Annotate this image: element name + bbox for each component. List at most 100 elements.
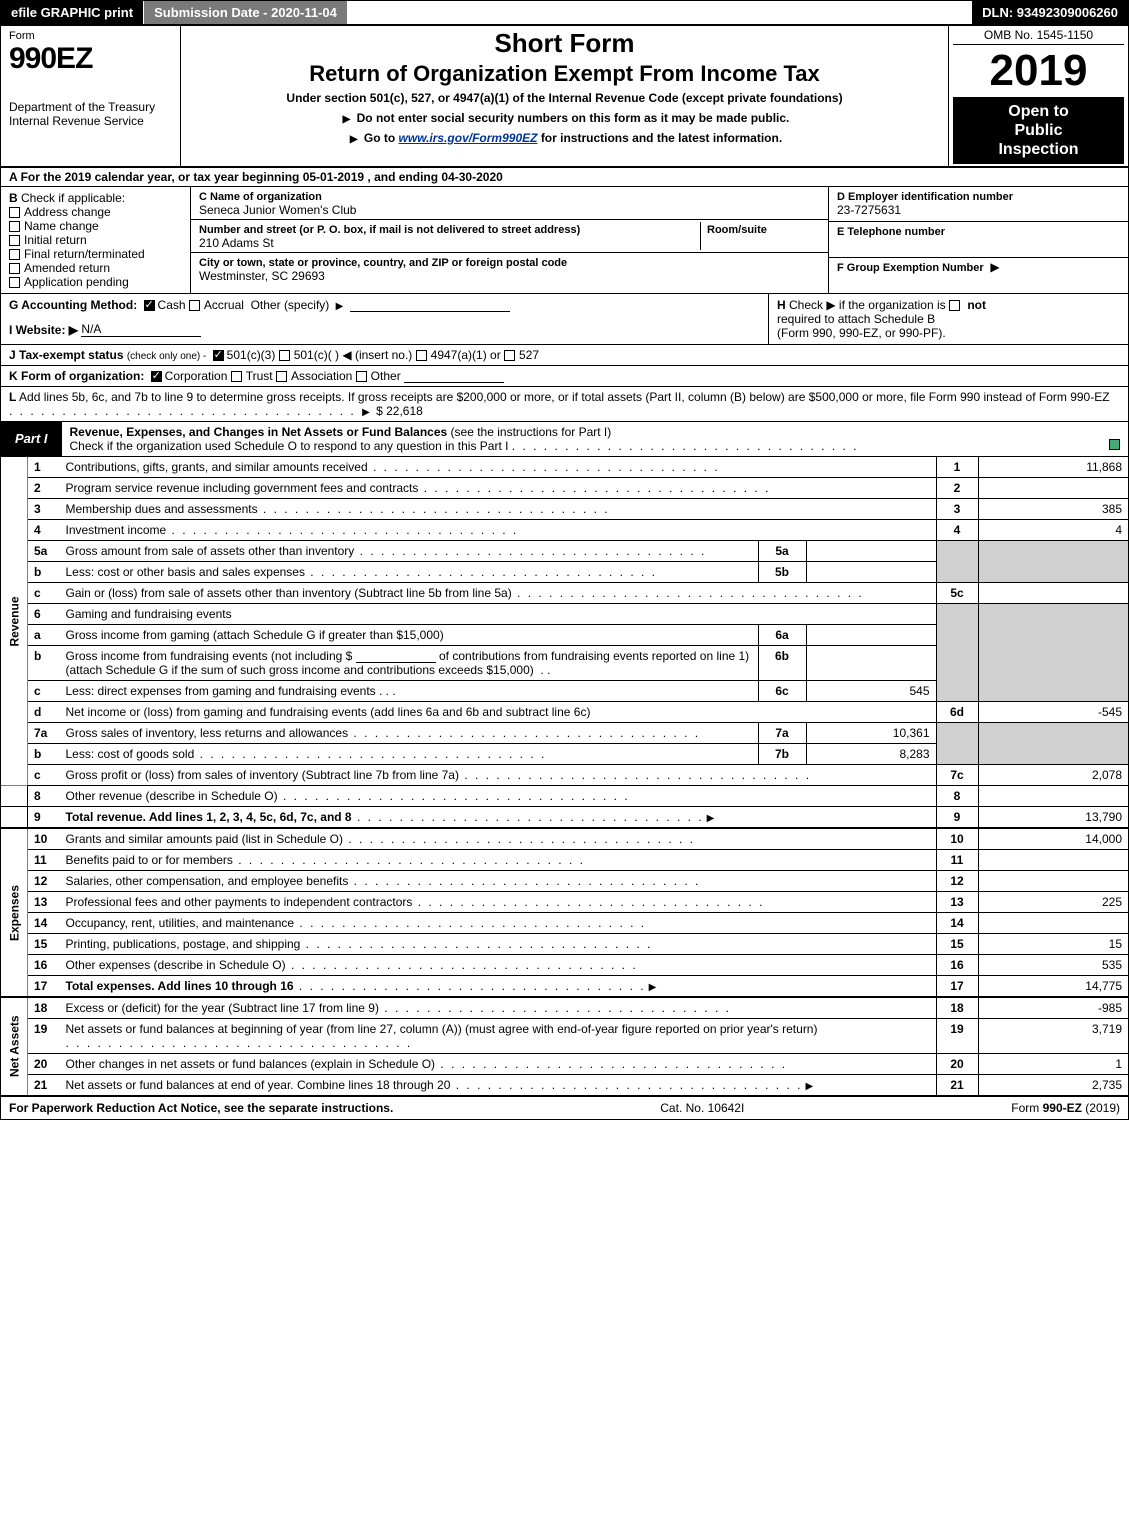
l5c-desc: Gain or (loss) from sale of assets other… — [66, 586, 512, 600]
top-bar: efile GRAPHIC print Submission Date - 20… — [1, 1, 1128, 26]
c-cap-name: C Name of organization — [199, 191, 322, 203]
section-b: B Check if applicable: Address change Na… — [1, 187, 191, 293]
l16-col: 16 — [936, 954, 978, 975]
irs-link[interactable]: www.irs.gov/Form990EZ — [399, 131, 538, 145]
l9-desc: Total revenue. Add lines 1, 2, 3, 4, 5c,… — [66, 810, 352, 824]
l6a-num: a — [28, 624, 60, 645]
checkbox-accrual[interactable] — [189, 300, 200, 311]
l3-num: 3 — [28, 498, 60, 519]
l7c-desc: Gross profit or (loss) from sales of inv… — [66, 768, 459, 782]
tax-year: 2019 — [953, 45, 1124, 98]
l1-num: 1 — [28, 457, 60, 478]
note-goto: Go to www.irs.gov/Form990EZ for instruct… — [187, 131, 942, 145]
l8-num: 8 — [28, 785, 60, 806]
l7b-sv: 8,283 — [806, 743, 936, 764]
l14-val — [978, 912, 1128, 933]
f-arrow: ▶ — [990, 260, 999, 274]
l6c-sb: 6c — [758, 680, 806, 701]
l3-val: 385 — [978, 498, 1128, 519]
l17-col: 17 — [936, 975, 978, 997]
checkbox-initial-return[interactable] — [9, 235, 20, 246]
g-other-input[interactable] — [350, 311, 510, 312]
l4-col: 4 — [936, 519, 978, 540]
l14-col: 14 — [936, 912, 978, 933]
l6b-num: b — [28, 645, 60, 680]
l6a-sb: 6a — [758, 624, 806, 645]
j-o4: 527 — [519, 348, 539, 362]
checkbox-4947[interactable] — [416, 350, 427, 361]
checkbox-corporation[interactable] — [151, 371, 162, 382]
section-g: G Accounting Method: Cash Accrual Other … — [1, 294, 768, 344]
checkbox-cash[interactable] — [144, 300, 155, 311]
submission-date-label: Submission Date - 2020-11-04 — [144, 1, 347, 24]
checkbox-name-change[interactable] — [9, 221, 20, 232]
l19-val: 3,719 — [978, 1018, 1128, 1053]
checkbox-501c[interactable] — [279, 350, 290, 361]
l11-val — [978, 849, 1128, 870]
l20-desc: Other changes in net assets or fund bala… — [66, 1057, 436, 1071]
l16-val: 535 — [978, 954, 1128, 975]
l6d-col: 6d — [936, 701, 978, 722]
l5a-num: 5a — [28, 540, 60, 561]
period-text: For the 2019 calendar year, or tax year … — [21, 170, 503, 184]
section-def: D Employer identification number 23-7275… — [828, 187, 1128, 293]
checkbox-address-change[interactable] — [9, 207, 20, 218]
l15-val: 15 — [978, 933, 1128, 954]
l21-num: 21 — [28, 1074, 60, 1096]
gray-cell — [978, 540, 1128, 582]
l19-num: 19 — [28, 1018, 60, 1053]
j-ins: ◀ (insert no.) — [342, 348, 412, 362]
d-cap: D Employer identification number — [837, 191, 1013, 203]
h-not: not — [967, 298, 986, 312]
open-to-public: Open to Public Inspection — [953, 98, 1124, 164]
b-opt-0: Address change — [24, 205, 111, 219]
checkbox-final-return[interactable] — [9, 249, 20, 260]
checkbox-trust[interactable] — [231, 371, 242, 382]
l18-col: 18 — [936, 997, 978, 1019]
form-word: Form — [9, 30, 172, 42]
j-label: J Tax-exempt status — [9, 348, 124, 362]
l7c-col: 7c — [936, 764, 978, 785]
gray-cell — [936, 603, 978, 701]
l18-val: -985 — [978, 997, 1128, 1019]
l2-desc: Program service revenue including govern… — [66, 481, 419, 495]
l6-num: 6 — [28, 603, 60, 624]
checkbox-schedule-o[interactable] — [1109, 439, 1120, 450]
l4-desc: Investment income — [66, 523, 167, 537]
header-mid: Short Form Return of Organization Exempt… — [181, 26, 948, 166]
l7b-desc: Less: cost of goods sold — [66, 747, 195, 761]
l2-col: 2 — [936, 477, 978, 498]
j-o2: 501(c)( ) — [294, 348, 339, 362]
efile-print-button[interactable]: efile GRAPHIC print — [1, 1, 144, 24]
section-c: C Name of organization Seneca Junior Wom… — [191, 187, 828, 293]
label-a: A — [9, 170, 17, 184]
l14-desc: Occupancy, rent, utilities, and maintena… — [66, 916, 295, 930]
l7a-sv: 10,361 — [806, 722, 936, 743]
checkbox-amended-return[interactable] — [9, 263, 20, 274]
checkbox-501c3[interactable] — [213, 350, 224, 361]
l16-num: 16 — [28, 954, 60, 975]
arrow-icon — [340, 111, 354, 125]
l16-desc: Other expenses (describe in Schedule O) — [66, 958, 286, 972]
k-other-input[interactable] — [404, 382, 504, 383]
l7b-sb: 7b — [758, 743, 806, 764]
checkbox-association[interactable] — [276, 371, 287, 382]
k-o3: Association — [291, 369, 352, 383]
part1-sub: Check if the organization used Schedule … — [70, 439, 509, 453]
l6d-num: d — [28, 701, 60, 722]
identity-block: B Check if applicable: Address change Na… — [1, 187, 1128, 294]
l12-desc: Salaries, other compensation, and employ… — [66, 874, 349, 888]
checkbox-application-pending[interactable] — [9, 277, 20, 288]
checkbox-527[interactable] — [504, 350, 515, 361]
part1-header: Part I Revenue, Expenses, and Changes in… — [1, 422, 1128, 457]
city-state-zip: Westminster, SC 29693 — [199, 269, 325, 283]
l13-col: 13 — [936, 891, 978, 912]
l4-num: 4 — [28, 519, 60, 540]
l11-desc: Benefits paid to or for members — [66, 853, 233, 867]
l15-num: 15 — [28, 933, 60, 954]
section-gh: G Accounting Method: Cash Accrual Other … — [1, 294, 1128, 345]
l5b-desc: Less: cost or other basis and sales expe… — [66, 565, 305, 579]
j-o3: 4947(a)(1) or — [431, 348, 501, 362]
checkbox-other-org[interactable] — [356, 371, 367, 382]
checkbox-h[interactable] — [949, 300, 960, 311]
